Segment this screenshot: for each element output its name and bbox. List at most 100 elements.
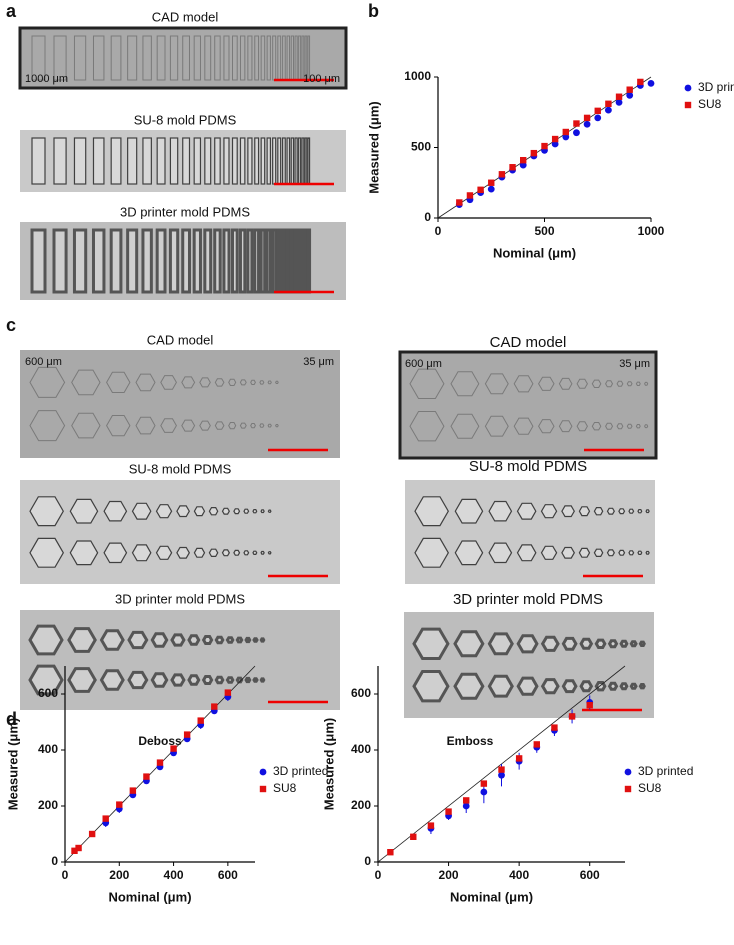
hexagon [259, 423, 265, 428]
hexagon [412, 627, 450, 660]
hexagon [409, 368, 445, 399]
image-background [398, 350, 658, 460]
point [129, 787, 137, 794]
slot [192, 228, 202, 294]
hexagon [591, 379, 602, 388]
hexagon [579, 680, 594, 693]
hexagon [170, 673, 186, 687]
hexagon [259, 380, 265, 385]
hexagon [252, 550, 258, 556]
hexagon [260, 550, 265, 555]
x-tick-label: 200 [109, 868, 129, 882]
slot [30, 228, 47, 294]
hexagon [453, 672, 485, 700]
hexagon [594, 681, 607, 692]
caption: SU-8 mold PDMS [469, 458, 587, 475]
y-tick-label: 600 [351, 686, 371, 700]
hexagon [67, 667, 97, 693]
micrograph [18, 26, 348, 90]
point [480, 788, 488, 796]
hexagon [221, 549, 230, 557]
point [75, 844, 82, 852]
slot [253, 228, 261, 294]
slot [169, 137, 179, 185]
legend-label: 3D printed [273, 764, 328, 778]
point [410, 833, 417, 840]
point [143, 773, 150, 780]
hexagon [629, 640, 638, 648]
point [466, 192, 474, 199]
hexagon [516, 502, 537, 520]
hexagon [160, 418, 177, 433]
hexagon [626, 423, 633, 429]
hexagon [576, 421, 588, 432]
hexagon [135, 416, 156, 435]
hexagon [513, 375, 534, 393]
y-tick-label: 200 [38, 798, 58, 812]
hexagon [450, 413, 480, 439]
hexagon [540, 635, 560, 652]
hexagon [176, 546, 190, 559]
scale-label: 35 μm [303, 356, 334, 368]
slot [289, 228, 295, 294]
slot [52, 228, 68, 294]
slot [214, 137, 221, 185]
caption: CAD model [147, 332, 214, 347]
slot [204, 35, 212, 81]
hexagon [267, 551, 272, 555]
legend-swatch [259, 768, 267, 776]
slot [265, 228, 272, 294]
point [637, 78, 644, 86]
point [594, 114, 602, 122]
slot [271, 228, 278, 294]
hexagon [267, 380, 272, 385]
slot [247, 35, 253, 81]
hexagon [103, 542, 128, 564]
hexagon [275, 380, 279, 384]
slot [260, 137, 266, 185]
slot [53, 137, 67, 185]
hexagon [214, 675, 225, 685]
hexagon [260, 509, 265, 514]
slot [204, 137, 212, 185]
scale-label: 100 μm [303, 73, 340, 85]
point [594, 107, 601, 115]
legend-swatch [684, 84, 692, 92]
slot [213, 228, 222, 294]
slot [156, 35, 166, 81]
slot [31, 137, 46, 185]
hexagon [239, 379, 247, 386]
point [170, 745, 177, 752]
hexagon [644, 381, 649, 386]
point [224, 689, 232, 696]
hexagon [29, 410, 66, 442]
hexagon [414, 496, 449, 527]
hexagon [454, 498, 484, 524]
hexagon [487, 632, 514, 656]
point [647, 79, 655, 87]
hexagon [558, 420, 573, 433]
slot [231, 228, 239, 294]
point [156, 759, 164, 766]
hexagon [616, 423, 624, 430]
hexagon [28, 624, 64, 656]
hexagon [513, 417, 534, 435]
slot [285, 228, 292, 294]
hexagon [635, 381, 641, 386]
slot [300, 228, 306, 294]
point [88, 830, 96, 838]
micrograph [20, 222, 346, 300]
hexagon [516, 676, 539, 696]
hexagon [235, 636, 244, 644]
slot [142, 35, 152, 81]
hexagon [488, 542, 513, 564]
hexagon [635, 424, 641, 429]
hexagon [67, 627, 97, 653]
slot [298, 137, 302, 185]
hexagon [606, 507, 615, 515]
y-axis-label: Measured (μm) [366, 101, 381, 193]
x-axis-label: Nominal (μm) [493, 245, 576, 260]
x-axis-label: Nominal (μm) [108, 889, 191, 904]
chart-title: Emboss [447, 734, 494, 748]
